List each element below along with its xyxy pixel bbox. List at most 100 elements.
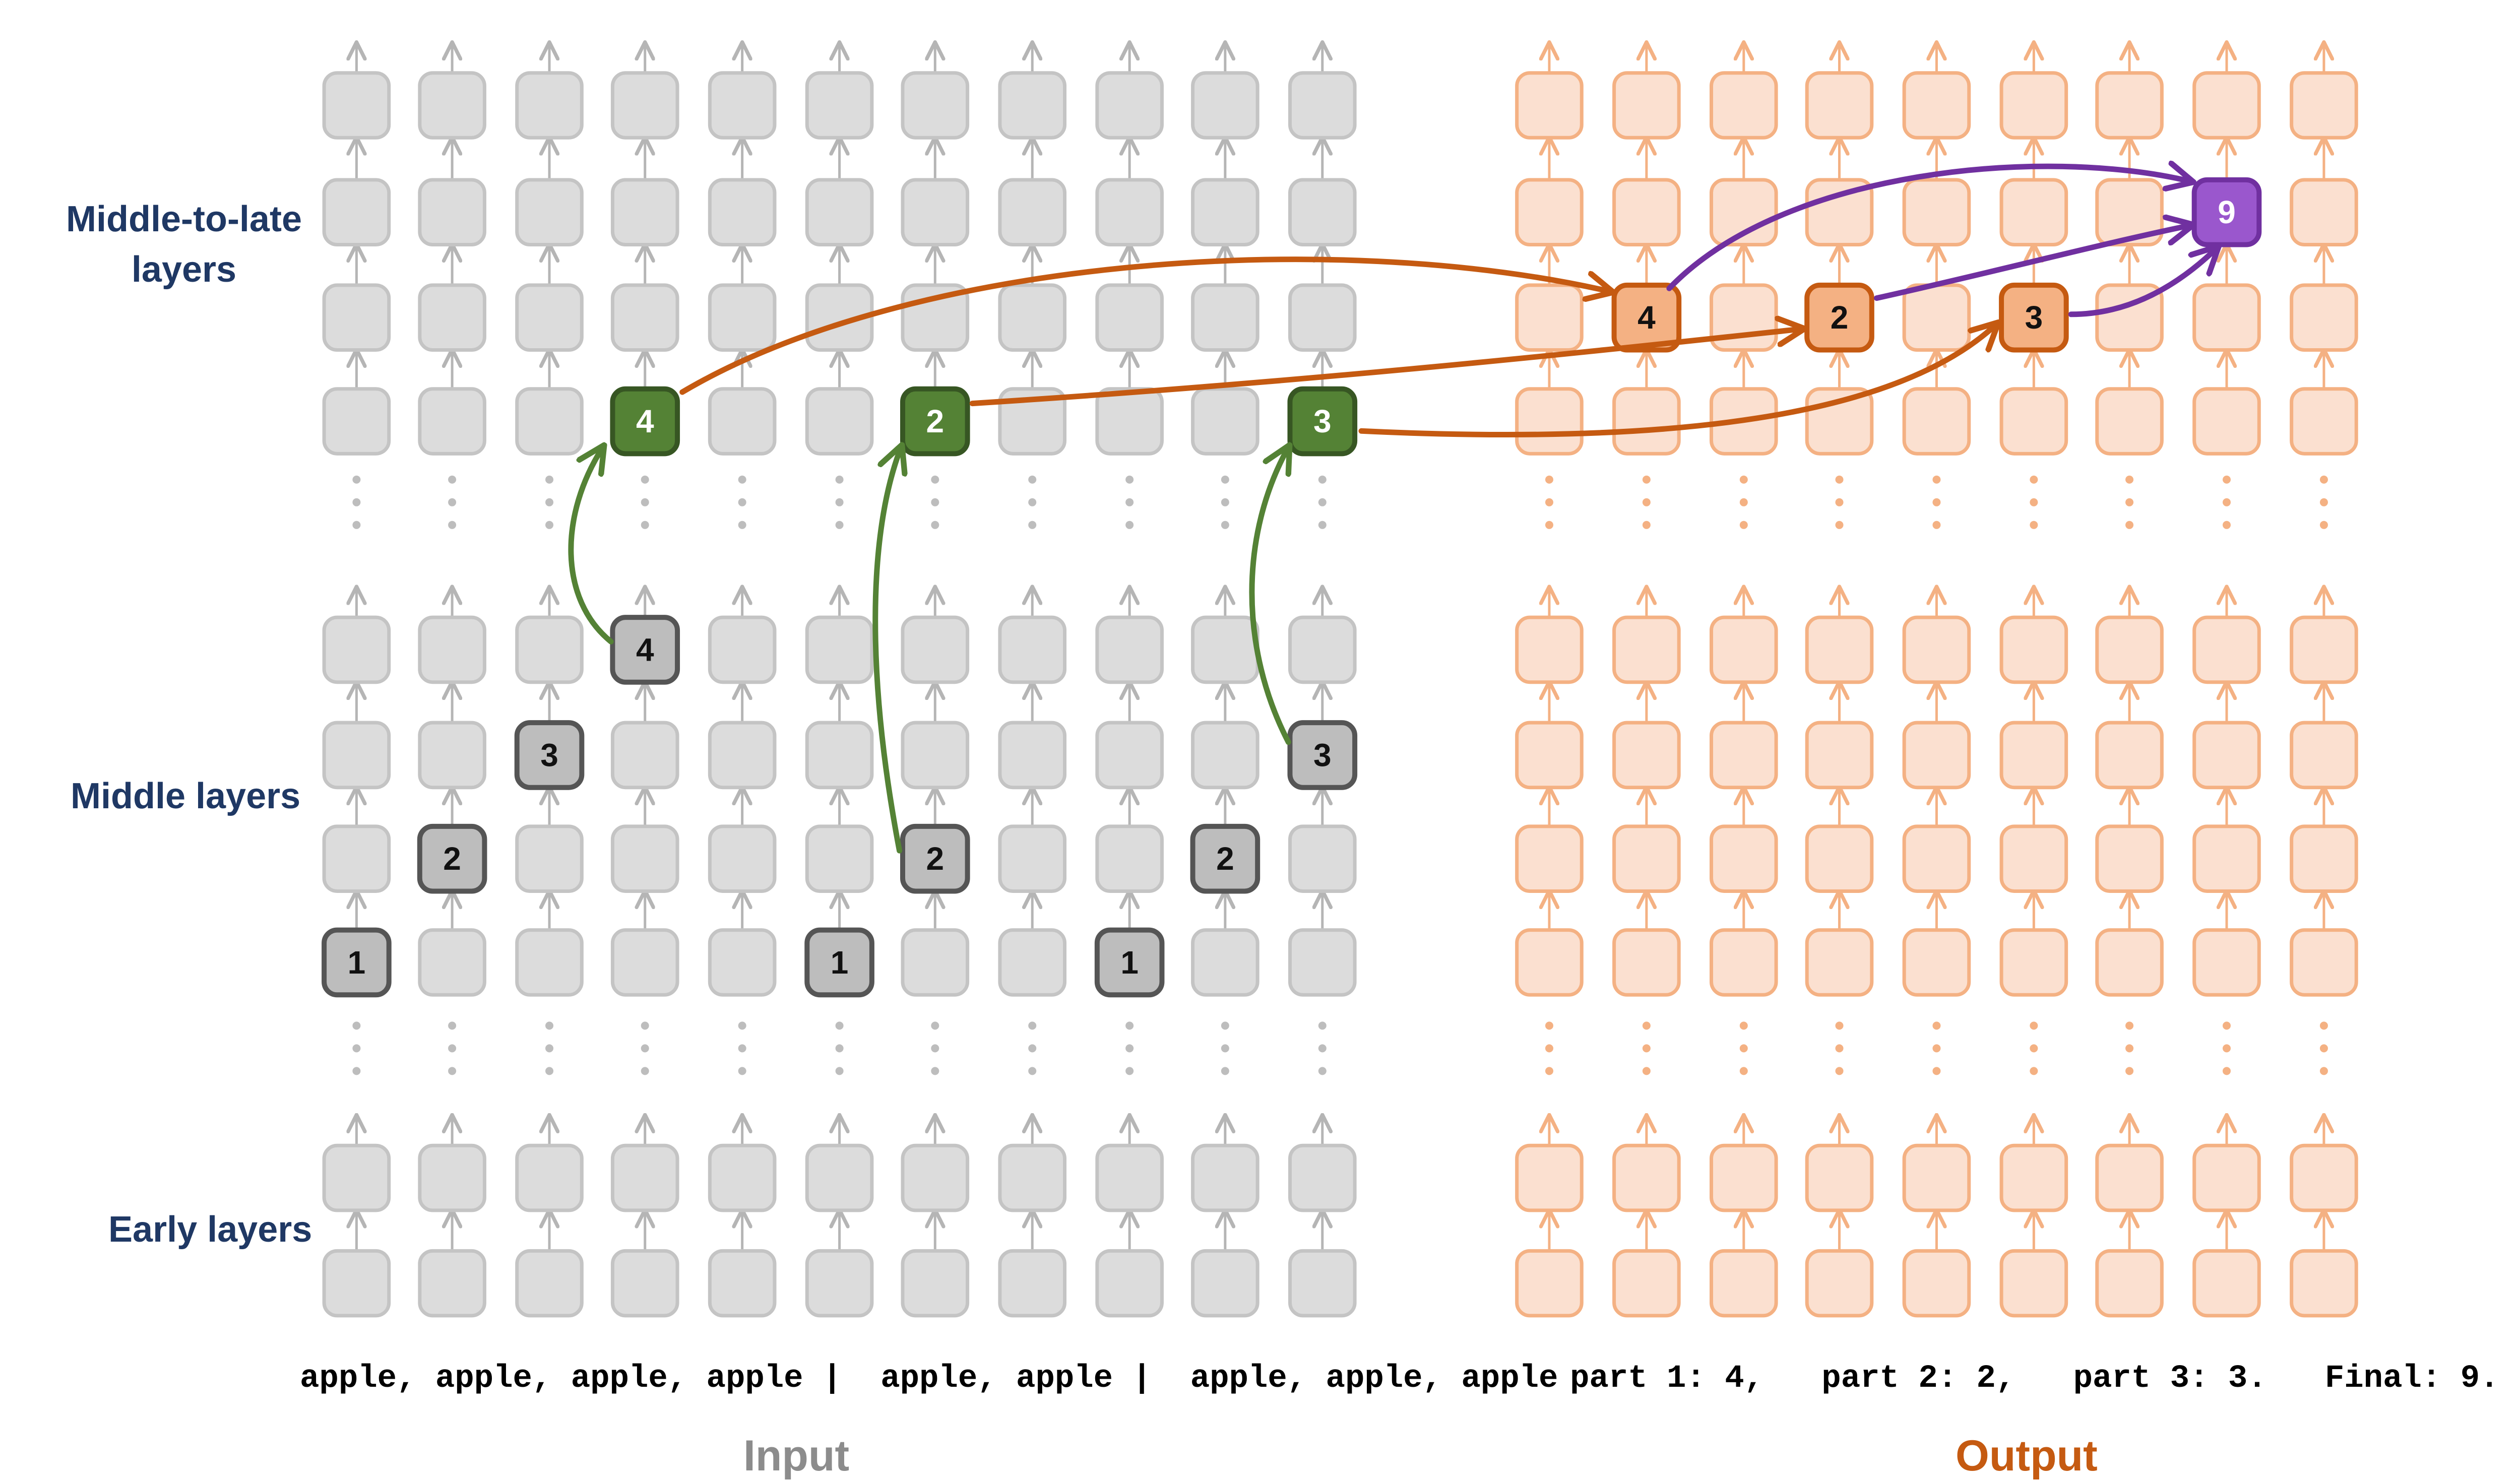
layer-box xyxy=(1515,387,1584,456)
layer-box xyxy=(1709,178,1778,247)
label-middle-to-late-line2: layers xyxy=(131,249,237,290)
layer-box xyxy=(1288,178,1357,247)
final-sum-box-value: 9 xyxy=(2218,194,2236,230)
dots-upper xyxy=(931,498,939,506)
layer-box xyxy=(2095,178,2164,247)
layer-box xyxy=(1612,1143,1681,1212)
dots-lower xyxy=(835,1067,844,1075)
dots-upper xyxy=(352,498,361,506)
layer-box xyxy=(2192,283,2261,352)
input-column-2: 3 xyxy=(514,44,585,1318)
layer-box xyxy=(2290,1249,2358,1318)
dots-lower xyxy=(1932,1067,1941,1075)
layer-box xyxy=(322,71,391,140)
layer-box xyxy=(805,387,874,456)
layer-box xyxy=(2192,824,2261,893)
layer-box xyxy=(322,387,391,456)
layer-box xyxy=(805,721,874,790)
layer-box xyxy=(1515,178,1584,247)
layer-box xyxy=(1191,71,1259,140)
arrow-sum-from-part-2 xyxy=(1874,225,2191,301)
layer-box xyxy=(708,928,777,997)
arrow-sum-from-part-1 xyxy=(1666,166,2191,291)
layer-box xyxy=(1709,928,1778,997)
count-box-value: 1 xyxy=(1120,944,1139,981)
dots-upper xyxy=(2319,498,2328,506)
layer-box xyxy=(1191,615,1259,684)
dots-lower xyxy=(1739,1021,1748,1030)
layer-box xyxy=(708,71,777,140)
arrow-count-4-up xyxy=(568,447,614,645)
dots-lower xyxy=(1835,1067,1844,1075)
dots-upper xyxy=(1739,475,1748,484)
layer-box xyxy=(2192,721,2261,790)
arrow-part-1 xyxy=(679,256,1611,395)
dots-lower xyxy=(641,1021,649,1030)
dots-lower xyxy=(545,1044,554,1053)
arrow-part-3 xyxy=(1358,324,1996,438)
layer-box xyxy=(2192,615,2261,684)
layer-box xyxy=(2290,824,2358,893)
layer-box xyxy=(1515,71,1584,140)
layer-box xyxy=(708,721,777,790)
layer-box xyxy=(1612,387,1681,456)
dots-upper xyxy=(738,521,746,529)
layer-box xyxy=(1095,824,1164,893)
dots-lower xyxy=(1318,1044,1327,1053)
dots-upper xyxy=(448,498,457,506)
input-column-6: 22 xyxy=(900,44,970,1318)
layer-box xyxy=(1515,1249,1584,1318)
output-title: Output xyxy=(1956,1432,2098,1480)
count-box xyxy=(322,927,392,998)
dots-upper xyxy=(1221,521,1229,529)
layer-box xyxy=(322,615,391,684)
layer-box xyxy=(1612,928,1681,997)
output-part-box xyxy=(1611,282,1682,353)
layer-box xyxy=(805,615,874,684)
layer-box xyxy=(610,824,679,893)
layer-box xyxy=(708,283,777,352)
arrow-sum-from-part-3 xyxy=(2068,248,2217,317)
layer-box xyxy=(515,71,584,140)
dots-upper xyxy=(352,475,361,484)
layer-box xyxy=(1191,283,1259,352)
layer-box xyxy=(1095,1143,1164,1212)
layer-box xyxy=(998,71,1067,140)
layer-box xyxy=(708,1143,777,1212)
layer-box xyxy=(418,615,486,684)
dots-lower xyxy=(835,1044,844,1053)
input-column-9: 2 xyxy=(1190,44,1261,1318)
layer-box xyxy=(1805,178,1874,247)
layer-box xyxy=(805,71,874,140)
count-box-value: 4 xyxy=(636,631,654,668)
input-column-8: 1 xyxy=(1094,44,1165,1318)
dots-lower xyxy=(1125,1044,1134,1053)
layer-box xyxy=(610,721,679,790)
layer-box xyxy=(1902,824,1971,893)
dots-lower xyxy=(1221,1044,1229,1053)
layer-box xyxy=(610,1143,679,1212)
layer-box xyxy=(1999,928,2068,997)
layer-box xyxy=(610,71,679,140)
dots-lower xyxy=(641,1044,649,1053)
dots-upper xyxy=(1545,521,1553,529)
layer-box xyxy=(901,1249,970,1318)
layer-box xyxy=(1095,1249,1164,1318)
arrow-count-2-up xyxy=(872,447,901,854)
count-box-value: 2 xyxy=(926,841,944,877)
dots-lower xyxy=(1028,1021,1037,1030)
dots-upper xyxy=(738,475,746,484)
dots-upper xyxy=(1642,521,1651,529)
layer-box xyxy=(1288,928,1357,997)
layer-box xyxy=(998,721,1067,790)
dots-lower xyxy=(1642,1067,1651,1075)
output-part-box-value: 3 xyxy=(2025,299,2043,336)
layer-box xyxy=(418,1249,486,1318)
dots-lower xyxy=(931,1067,939,1075)
output-tokens: part 1: 4, part 2: 2, part 3: 3. Final: … xyxy=(1570,1361,2499,1397)
layer-box xyxy=(805,1143,874,1212)
input-column-1: 2 xyxy=(417,44,487,1318)
layer-box xyxy=(1709,824,1778,893)
arrow-count-3-up xyxy=(1249,447,1288,745)
